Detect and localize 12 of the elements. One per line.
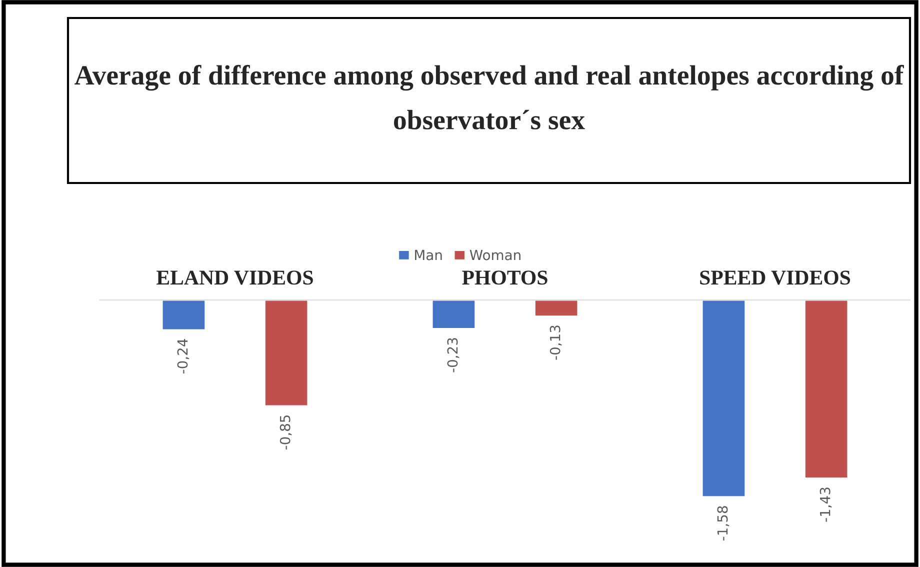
data-label: -1,58 bbox=[717, 506, 730, 540]
x-tick-label: PHOTOS bbox=[462, 270, 548, 285]
data-label: -0,23 bbox=[447, 338, 460, 372]
data-label: -0,24 bbox=[177, 339, 190, 374]
data-label: -0,13 bbox=[550, 326, 562, 360]
data-label: -1,43 bbox=[820, 488, 832, 522]
legend-label: Man bbox=[415, 250, 442, 260]
data-label: -0,85 bbox=[280, 415, 292, 450]
x-tick-label: SPEED VIDEOS bbox=[700, 270, 850, 285]
chart-title: Average of difference among observed and real antelopes according of observator´s sex bbox=[74, 64, 904, 130]
legend-label: Woman bbox=[470, 250, 520, 260]
x-tick-label: ELAND VIDEOS bbox=[156, 270, 313, 285]
